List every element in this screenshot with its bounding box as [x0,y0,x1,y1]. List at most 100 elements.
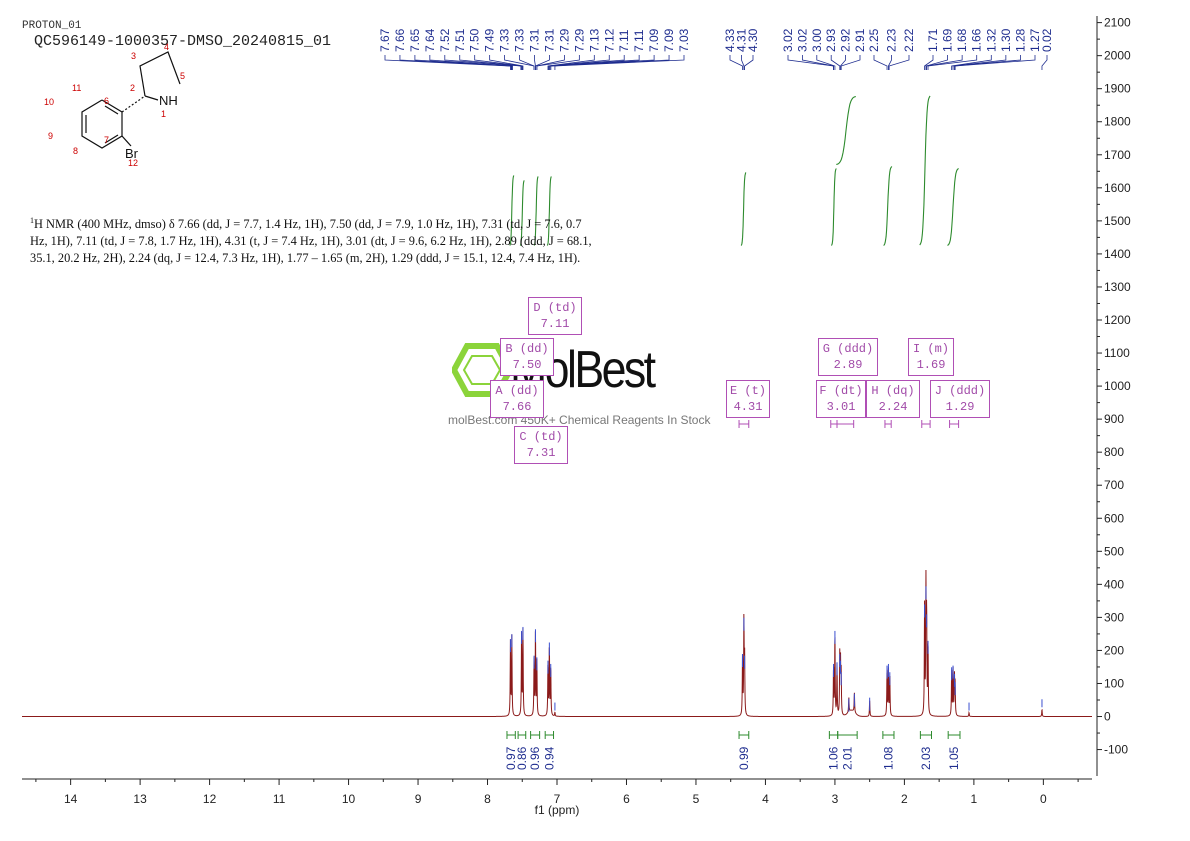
atom-number-7: 7 [104,135,109,145]
multiplet-label: G (ddd) [822,342,874,356]
atom-label-br: Br [125,146,139,161]
peak-label-leader [952,55,1007,70]
integral-value: 0.86 [515,746,529,770]
y-tick-label: 1700 [1104,148,1131,162]
multiplet-shift: 7.50 [512,358,542,372]
y-tick-label: 1600 [1104,181,1131,195]
x-tick-label: 4 [762,792,769,806]
integral-value: 0.97 [504,746,518,770]
peak-label-leader [951,55,992,70]
integral-bracket [882,731,895,739]
peak-shift-label: 4.33 [723,28,737,52]
peak-shift-label: 2.25 [867,28,881,52]
peak-shift-label: 7.09 [647,28,661,52]
atom-number-2: 2 [130,83,135,93]
y-tick-label: 2000 [1104,49,1131,63]
peak-shift-label: 7.67 [378,28,392,52]
integral-curve [509,175,515,246]
integral-value: 2.03 [919,746,933,770]
molecule-structure [81,51,181,149]
integral-curve [919,95,931,246]
atom-number-3: 3 [131,51,136,61]
peak-label-leader [830,55,841,70]
atom-number-5: 5 [180,71,185,81]
peak-label-leader [873,55,888,70]
y-tick-group: -100 0 100 200 300 400 500 600 700 800 900 1000 1100… [1097,16,1131,757]
peak-label-leader [802,55,834,70]
x-tick-label: 7 [554,792,561,806]
integral-bracket [544,731,555,739]
experiment-label: PROTON_01 [22,20,82,32]
multiplet-label: E (t) [729,384,766,398]
multiplet-shift: 1.29 [945,400,975,414]
integral-curve [533,176,539,246]
peak-shift-label: 7.33 [513,28,527,52]
peak-shift-label: 2.22 [902,28,916,52]
peak-shift-label: 7.12 [602,28,616,52]
x-axis-label: f1 (ppm) [535,803,580,817]
peak-label-leader [926,55,963,70]
integral-bracket [919,731,932,739]
peak-shift-label: 1.28 [1013,28,1027,52]
peak-label-leader [927,55,978,70]
peak-label-leader [744,55,754,70]
x-tick-label: 14 [64,792,78,806]
integral-curve [947,168,959,246]
peak-shift-label: 1.32 [984,28,998,52]
atom-number-8: 8 [73,146,78,156]
integral-value: 0.99 [737,746,751,770]
multiplet-box: D (td) 7.11 [528,297,582,335]
x-tick-label: 6 [623,792,630,806]
multiplet-label: B (dd) [505,342,549,356]
atom-number-6: 6 [104,96,109,106]
peak-label-leader [787,55,834,70]
peak-shift-label: 2.93 [824,28,838,52]
integral-curve [546,176,552,246]
peak-shift-label: 7.11 [632,29,646,52]
y-tick-label: 1900 [1104,82,1131,96]
peak-shift-label: 7.31 [542,28,556,52]
peak-label-leader [816,55,836,70]
integral-bracket [837,731,858,739]
multiplet-box: H (dq) 2.24 [866,380,920,418]
multiplet-box: I (m) 1.69 [908,338,954,376]
multiplet-shift: 7.31 [526,446,556,460]
multiplet-bracket [921,420,931,428]
y-tick-label: 100 [1104,676,1124,690]
peak-shift-label: 1.66 [970,28,984,52]
multiplet-bracket [830,420,838,428]
peak-shift-label: 7.50 [468,28,482,52]
bond-aromatic-a [104,105,119,115]
y-tick-label: 700 [1104,478,1124,492]
peak-shift-label: 7.66 [393,28,407,52]
atom-label-nh: NH [159,93,178,108]
peak-shift-label: 7.52 [438,28,452,52]
peak-shift-label: 4.31 [735,28,749,52]
peak-shift-label: 4.30 [746,28,760,52]
y-tick-label: 800 [1104,445,1124,459]
atom-number-4: 4 [164,42,169,52]
atom-number-10: 10 [44,97,54,107]
peak-label-leader [399,55,512,70]
integral-curve [883,166,893,246]
multiplet-bracket [738,420,750,428]
y-tick-label: 1400 [1104,247,1131,261]
multiplet-label: C (td) [519,430,563,444]
multiplet-box: A (dd) 7.66 [490,380,544,418]
peak-shift-label: 7.49 [483,28,497,52]
atom-number-11: 11 [72,83,81,93]
integral-curve [519,180,525,246]
x-tick-label: 9 [415,792,422,806]
peak-label-leader [550,55,670,70]
y-tick-label: 1500 [1104,214,1131,228]
multiplet-label: J (ddd) [934,384,986,398]
integral-curve-group [509,95,959,246]
peak-label-leader [444,55,522,70]
y-tick-label: 1800 [1104,115,1131,129]
integral-curve [740,172,747,246]
integral-curve [836,95,856,166]
integral-value: 1.08 [881,746,895,770]
x-tick-label: 11 [273,792,286,806]
peak-label-leader [888,55,910,70]
multiplet-label: H (dq) [871,384,915,398]
